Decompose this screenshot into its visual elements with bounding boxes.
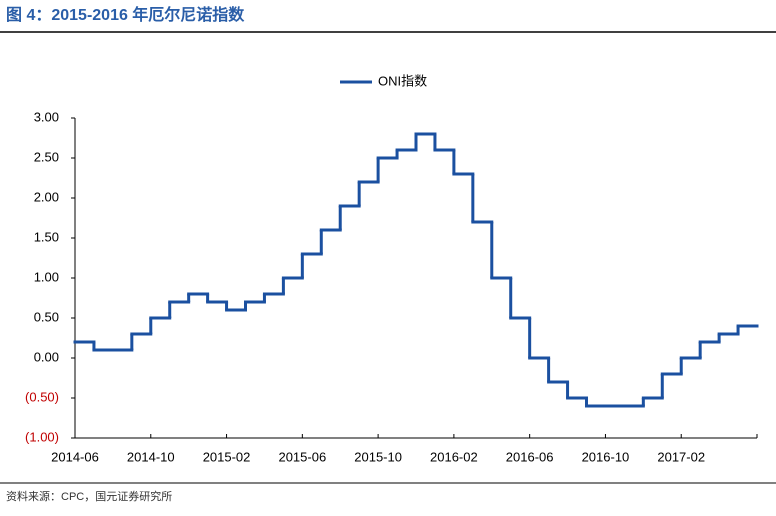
x-tick-label: 2016-10 [582,449,630,464]
y-tick-label: (1.00) [25,429,59,444]
y-tick-label: 1.00 [34,269,59,284]
x-tick-label: 2014-10 [127,449,175,464]
x-tick-label: 2014-06 [51,449,99,464]
source: 资料来源：CPC，国元证券研究所 [6,489,172,503]
chart-title: 图 4：2015-2016 年厄尔尼诺指数 [6,5,245,24]
y-tick-label: 0.00 [34,349,59,364]
y-tick-label: 2.00 [34,189,59,204]
x-tick-label: 2016-02 [430,449,478,464]
x-tick-label: 2017-02 [657,449,705,464]
x-tick-label: 2016-06 [506,449,554,464]
x-tick-label: 2015-06 [278,449,326,464]
y-tick-label: 0.50 [34,309,59,324]
y-tick-label: (0.50) [25,389,59,404]
x-tick-label: 2015-02 [203,449,251,464]
y-tick-label: 1.50 [34,229,59,244]
legend-label: ONI指数 [378,73,427,88]
y-tick-label: 2.50 [34,149,59,164]
x-tick-label: 2015-10 [354,449,402,464]
y-tick-label: 3.00 [34,109,59,124]
